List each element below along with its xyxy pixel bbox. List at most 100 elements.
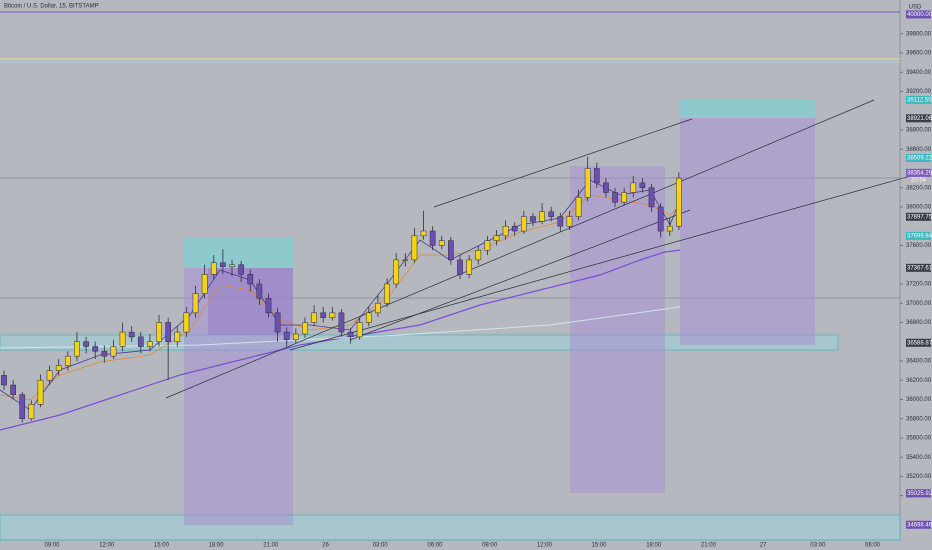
candle-body	[621, 192, 628, 203]
y-tick-label: 36000.00	[906, 397, 932, 403]
y-tick-label: 39200.00	[906, 89, 932, 95]
y-tick-label: 38600.00	[906, 147, 932, 153]
x-tick-label: 09:00	[482, 543, 498, 549]
x-tick-label: 15:00	[591, 543, 607, 549]
y-tick-label: 35200.00	[906, 474, 932, 480]
candle-body	[46, 370, 53, 381]
candle-body	[557, 216, 564, 227]
price-label-bg	[906, 520, 931, 529]
price-label: 37367.61	[907, 265, 932, 271]
candle-body	[192, 293, 199, 314]
ema	[0, 194, 681, 401]
candle-body	[64, 355, 71, 367]
stop-box	[570, 166, 665, 493]
price-label-bg	[906, 231, 931, 240]
trend-line	[289, 169, 932, 351]
price-label: 35025.92	[907, 491, 932, 497]
candle-body	[119, 331, 126, 347]
y-tick-label: 38000.00	[906, 205, 932, 211]
x-tick-label: 18:00	[209, 543, 225, 549]
x-tick-label: 03:00	[810, 543, 826, 549]
candle-body	[438, 240, 445, 246]
candle-body	[256, 283, 263, 299]
stop-box	[184, 268, 293, 525]
moving-average	[0, 249, 681, 431]
price-label: 38509.22	[907, 156, 932, 162]
y-tick-label: 37200.00	[906, 282, 932, 288]
x-tick-label: 06:00	[427, 543, 443, 549]
y-tick-label: 35400.00	[906, 455, 932, 461]
y-tick-label: 38200.00	[906, 185, 932, 191]
candle-body	[548, 211, 555, 217]
candle-body	[183, 312, 190, 333]
candle-body	[156, 322, 162, 342]
candle-body	[475, 250, 482, 261]
candle-body	[429, 230, 436, 246]
candle-body	[174, 331, 181, 342]
y-tick-label: 38800.00	[906, 128, 932, 134]
x-tick-label: 12:00	[99, 543, 115, 549]
x-tick-label: 27	[760, 543, 767, 549]
candle-body	[329, 312, 336, 318]
moving-average	[0, 306, 681, 349]
candle-body	[511, 225, 518, 232]
candle-body	[165, 322, 172, 342]
price-label: 37897.75	[907, 214, 932, 220]
price-label: 34698.46	[907, 522, 932, 528]
trend-line	[433, 118, 693, 208]
candle-body	[584, 168, 591, 198]
stop-box	[680, 118, 815, 345]
y-tick-label: 36400.00	[906, 359, 932, 365]
candle-body	[593, 168, 600, 184]
price-label: 36588.87	[907, 340, 932, 346]
candle-body	[375, 302, 381, 314]
target-box	[184, 237, 293, 268]
trend-line	[349, 209, 691, 341]
candle-body	[10, 384, 16, 395]
candle-body	[676, 177, 682, 227]
candle-body	[37, 379, 44, 405]
y-tick-label: 35600.00	[906, 436, 932, 442]
candle-body	[238, 264, 244, 275]
trend-line	[165, 99, 875, 399]
price-label-bg	[906, 263, 931, 272]
candle-body	[448, 240, 454, 261]
candle-body	[530, 216, 536, 222]
candle-body	[55, 365, 62, 371]
candle-body	[311, 312, 317, 323]
price-label-bg	[906, 168, 931, 177]
candle-body	[74, 341, 80, 357]
candle-body	[229, 264, 235, 267]
y-tick-label: 36800.00	[906, 320, 932, 326]
candle-body	[384, 283, 390, 304]
candle-body	[83, 341, 89, 347]
candle-body	[210, 262, 217, 275]
y-tick-label: 39600.00	[906, 51, 932, 57]
candle-body	[110, 346, 117, 357]
y-tick-label: 37000.00	[906, 301, 932, 307]
candle-body	[101, 351, 108, 357]
x-tick-label: 21:00	[263, 543, 279, 549]
currency: USD	[909, 5, 922, 11]
candle-body	[338, 312, 345, 333]
candle-body	[128, 331, 135, 338]
y-tick-label: 39800.00	[906, 31, 932, 37]
price-label-bg	[906, 338, 931, 347]
candle-body	[493, 235, 500, 241]
y-tick-label: 35800.00	[906, 416, 932, 422]
x-tick-label: 18:00	[646, 543, 662, 549]
x-tick-label: 26	[322, 543, 329, 549]
candle-body	[539, 211, 545, 222]
candle-body	[502, 225, 509, 237]
candle-body	[365, 312, 372, 323]
x-tick-label: 09:00	[44, 543, 60, 549]
candle-body	[466, 259, 472, 275]
candle-body	[220, 262, 226, 267]
candle-body	[347, 331, 354, 338]
candle-body	[28, 404, 35, 419]
price-label: 37699.84	[907, 233, 932, 239]
candle-body	[247, 274, 254, 285]
x-tick-label: 03:00	[373, 543, 389, 549]
candle-body	[612, 192, 618, 203]
